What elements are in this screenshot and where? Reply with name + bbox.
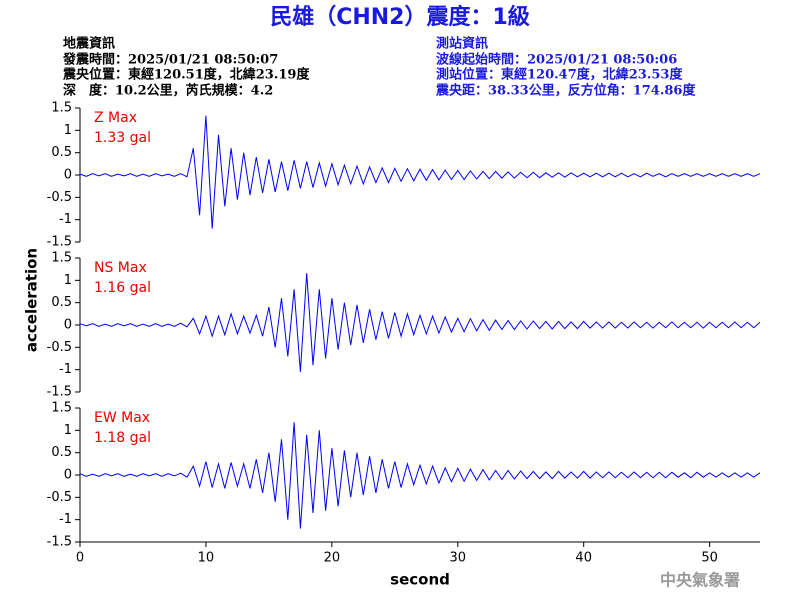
y-tick-label: -1 bbox=[59, 362, 72, 377]
y-tick-label: 0 bbox=[64, 318, 72, 333]
info-line: 深 度：10.2公里，芮氏規模：4.2 bbox=[63, 83, 273, 99]
y-tick-label: -1.5 bbox=[47, 385, 72, 400]
y-tick-label: 0 bbox=[64, 468, 72, 483]
y-tick-label: 0.5 bbox=[51, 145, 72, 160]
y-tick-label: -1.5 bbox=[47, 235, 72, 250]
chart-title: 民雄（CHN2）震度：1級 bbox=[270, 4, 530, 30]
y-axis-label: acceleration bbox=[23, 248, 41, 352]
max-label: Z Max bbox=[94, 110, 137, 126]
y-tick-label: 1 bbox=[64, 423, 72, 438]
y-tick-label: -0.5 bbox=[47, 190, 72, 205]
y-tick-label: 1.5 bbox=[51, 251, 72, 266]
station-line: 震央距：38.33公里，反方位角：174.86度 bbox=[435, 83, 696, 99]
x-tick-label: 20 bbox=[324, 551, 341, 566]
y-tick-label: 1 bbox=[64, 123, 72, 138]
y-tick-label: 1 bbox=[64, 273, 72, 288]
waveform bbox=[79, 115, 761, 229]
y-tick-label: 0 bbox=[64, 168, 72, 183]
station-line: 波線起始時間：2025/01/21 08:50:06 bbox=[436, 52, 677, 68]
x-tick-label: 10 bbox=[198, 551, 215, 566]
y-tick-label: -1 bbox=[59, 212, 72, 227]
y-tick-label: -1 bbox=[59, 512, 72, 527]
info-line: 地震資訊 bbox=[63, 36, 115, 52]
max-value: 1.18 gal bbox=[94, 430, 151, 446]
y-tick-label: 1.5 bbox=[51, 101, 72, 116]
info-line: 發震時間：2025/01/21 08:50:07 bbox=[62, 52, 278, 68]
footer: 中央氣象署 bbox=[660, 571, 740, 590]
max-label: EW Max bbox=[94, 410, 150, 426]
x-axis-label: second bbox=[390, 571, 450, 589]
station-line: 測站資訊 bbox=[436, 36, 488, 52]
y-tick-label: 1.5 bbox=[51, 401, 72, 416]
station-line: 測站位置：東經120.47度，北緯23.53度 bbox=[436, 67, 683, 83]
x-tick-label: 0 bbox=[76, 551, 84, 566]
waveform bbox=[79, 422, 761, 529]
y-tick-label: 0.5 bbox=[51, 295, 72, 310]
max-label: NS Max bbox=[94, 260, 147, 276]
y-tick-label: -0.5 bbox=[47, 490, 72, 505]
x-tick-label: 50 bbox=[701, 551, 718, 566]
y-tick-label: -1.5 bbox=[47, 535, 72, 550]
x-tick-label: 40 bbox=[575, 551, 592, 566]
x-tick-label: 30 bbox=[450, 551, 467, 566]
waveform bbox=[79, 273, 761, 372]
y-tick-label: 0.5 bbox=[51, 445, 72, 460]
y-tick-label: -0.5 bbox=[47, 340, 72, 355]
max-value: 1.16 gal bbox=[94, 280, 151, 296]
max-value: 1.33 gal bbox=[94, 130, 151, 146]
info-line: 震央位置：東經120.51度，北緯23.19度 bbox=[62, 67, 310, 83]
